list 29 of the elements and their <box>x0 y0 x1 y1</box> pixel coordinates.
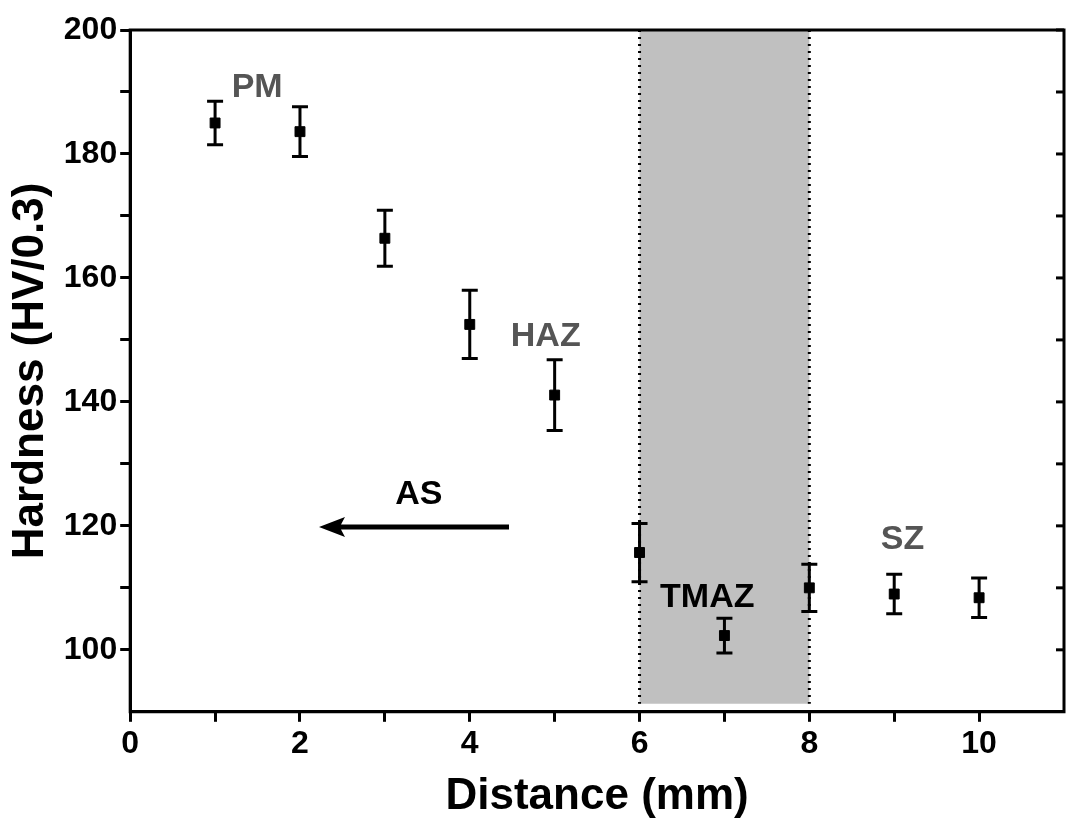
y-tick-label: 100 <box>63 629 118 666</box>
y-tick-label: 140 <box>63 381 118 418</box>
point <box>209 117 221 129</box>
x-tick-label: 6 <box>630 723 649 760</box>
y-tick-label: 160 <box>63 257 118 294</box>
x-tick-label: 0 <box>121 723 140 760</box>
point <box>803 582 815 594</box>
y-tick-label: 120 <box>63 505 118 542</box>
y-tick-label: 180 <box>63 133 118 170</box>
x-tick-label: 4 <box>460 723 479 760</box>
point <box>549 389 561 401</box>
point <box>379 232 391 244</box>
y-axis-title: Hardness (HV/0.3) <box>2 182 52 560</box>
point <box>464 318 476 330</box>
annotation: HAZ <box>510 315 581 354</box>
annotation: TMAZ <box>660 576 755 615</box>
point <box>718 630 730 642</box>
point <box>973 592 985 604</box>
x-tick-label: 8 <box>800 723 819 760</box>
y-tick-label: 200 <box>63 9 118 46</box>
point <box>634 547 645 558</box>
point <box>888 588 900 600</box>
x-axis-title: Distance (mm) <box>445 768 749 818</box>
point <box>294 126 306 138</box>
annotation: AS <box>395 473 443 512</box>
annotation: SZ <box>880 518 925 557</box>
annotation: PM <box>231 65 283 104</box>
x-tick-label: 2 <box>291 723 309 760</box>
x-tick-label: 10 <box>961 723 997 760</box>
